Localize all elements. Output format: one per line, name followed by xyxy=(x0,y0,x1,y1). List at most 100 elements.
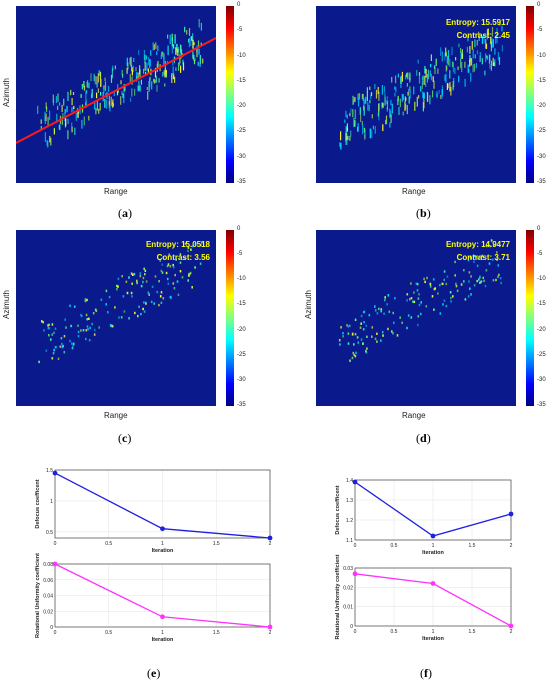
scatter-speck xyxy=(179,270,182,273)
scatter-speck xyxy=(160,269,163,273)
scatter-speck xyxy=(434,287,436,290)
scatter-speck xyxy=(446,66,448,71)
scatter-speck xyxy=(65,326,67,329)
scatter-speck xyxy=(453,78,455,87)
scatter-speck xyxy=(120,80,122,85)
y-tick-label: 0.5 xyxy=(46,530,53,536)
scatter-speck xyxy=(474,54,476,59)
colorbar-b xyxy=(526,6,534,183)
scatter-speck xyxy=(375,89,378,99)
scatter-speck xyxy=(172,266,175,269)
scatter-speck xyxy=(133,272,136,276)
scatter-speck xyxy=(460,51,462,60)
colorbar-tick-label: -35 xyxy=(237,402,246,408)
scatter-speck xyxy=(98,108,100,114)
scatter-speck xyxy=(463,269,465,272)
scatter-speck xyxy=(394,86,396,90)
scatter-speck xyxy=(85,337,87,341)
scatter-speck xyxy=(415,282,418,285)
scatter-speck xyxy=(422,101,424,112)
scatter-speck xyxy=(404,96,406,103)
scatter-speck xyxy=(71,98,73,106)
colorbar-d xyxy=(526,230,534,406)
scatter-speck xyxy=(116,288,118,291)
scatter-speck xyxy=(447,50,449,60)
scatter-speck xyxy=(413,86,415,95)
scatter-speck xyxy=(190,248,192,251)
scatter-speck xyxy=(197,61,199,66)
scatter-speck xyxy=(100,79,102,87)
scatter-speck xyxy=(46,140,48,146)
scatter-speck xyxy=(169,34,171,45)
scatter-speck xyxy=(486,55,488,60)
sar-dots-c xyxy=(38,241,203,364)
scatter-speck xyxy=(147,91,149,100)
x-tick-label: 0 xyxy=(354,629,357,635)
scatter-speck xyxy=(467,64,469,73)
scatter-speck xyxy=(151,285,154,288)
scatter-speck xyxy=(53,348,55,352)
scatter-speck xyxy=(112,99,114,104)
scatter-speck xyxy=(131,295,133,298)
scatter-speck xyxy=(435,58,437,66)
scatter-speck xyxy=(160,54,162,59)
scatter-speck xyxy=(175,43,177,51)
scatter-speck xyxy=(57,93,59,102)
scatter-speck xyxy=(368,313,371,317)
scatter-speck xyxy=(469,59,471,67)
scatter-speck xyxy=(358,93,361,100)
scatter-speck xyxy=(431,295,434,298)
scatter-speck xyxy=(469,287,471,290)
scatter-texture-c xyxy=(38,241,203,364)
scatter-speck xyxy=(490,239,493,242)
x-tick-label: 1 xyxy=(161,630,164,636)
scatter-speck xyxy=(172,263,174,267)
scatter-speck xyxy=(479,281,481,284)
scatter-speck xyxy=(423,277,425,281)
scatter-speck xyxy=(423,100,425,109)
scatter-speck xyxy=(176,280,179,283)
scatter-speck xyxy=(405,103,407,110)
plot-frame xyxy=(54,469,271,539)
scatter-speck xyxy=(418,72,421,76)
scatter-speck xyxy=(182,62,185,71)
scatter-speck xyxy=(466,46,468,53)
scatter-speck xyxy=(496,251,498,254)
scatter-speck xyxy=(110,96,112,107)
scatter-speck xyxy=(407,314,410,317)
scatter-speck xyxy=(389,108,391,118)
scatter-speck xyxy=(200,42,202,47)
scatter-speck xyxy=(452,295,454,298)
scatter-speck xyxy=(135,67,137,72)
scatter-speck xyxy=(430,64,432,68)
scatter-speck xyxy=(354,318,357,321)
colorbar-tick-label: -10 xyxy=(537,276,546,283)
scatter-speck xyxy=(460,283,463,286)
scatter-speck xyxy=(492,39,494,48)
colorbar-tick-label: 0 xyxy=(237,226,241,232)
scatter-speck xyxy=(489,54,491,62)
x-tick-label: 1 xyxy=(432,629,435,635)
scatter-speck xyxy=(485,269,488,272)
entropy-label-b: Entropy: 15.5917 xyxy=(445,18,510,27)
scatter-speck xyxy=(123,84,125,93)
y-tick-label: 0 xyxy=(350,624,353,630)
scatter-speck xyxy=(474,39,476,48)
scatter-speck xyxy=(458,75,460,83)
scatter-speck xyxy=(193,54,195,61)
scatter-speck xyxy=(467,35,469,42)
scatter-speck xyxy=(382,124,384,132)
scatter-speck xyxy=(499,277,502,280)
scatter-speck xyxy=(493,62,495,66)
y-tick-label: 1.2 xyxy=(346,518,353,524)
scatter-speck xyxy=(460,58,462,69)
scatter-speck xyxy=(100,298,103,301)
scatter-speck xyxy=(114,65,116,70)
scatter-speck xyxy=(395,87,397,93)
scatter-speck xyxy=(481,36,483,44)
scatter-speck xyxy=(427,69,429,80)
scatter-speck xyxy=(425,305,428,308)
scatter-speck xyxy=(359,326,362,329)
x-tick-label: 2 xyxy=(510,629,513,635)
scatter-speck xyxy=(409,72,411,80)
